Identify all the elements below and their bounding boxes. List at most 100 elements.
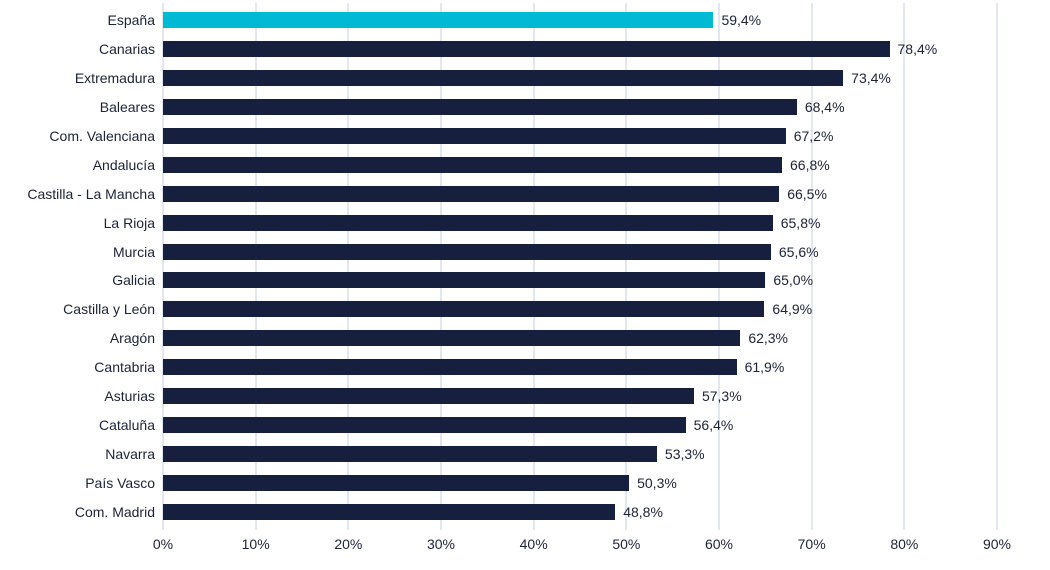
- x-axis-tick-label: 10%: [241, 536, 270, 552]
- value-label: 48,8%: [623, 503, 663, 520]
- bar-track: 59,4%: [163, 12, 997, 29]
- bar-track: 53,3%: [163, 445, 997, 462]
- bar-row: Canarias 78,4%: [0, 35, 1050, 64]
- gridline: [440, 3, 442, 530]
- bar-track: 68,4%: [163, 99, 997, 116]
- x-axis: 0% 10% 20% 30% 40% 50% 60% 70% 80% 90%: [153, 536, 1011, 556]
- highlight-bar: [163, 12, 714, 29]
- category-label: Castilla - La Mancha: [27, 185, 155, 202]
- bar: [163, 474, 630, 491]
- value-label: 66,8%: [790, 156, 830, 173]
- bar-row: Com. Madrid 48,8%: [0, 497, 1050, 526]
- bar: [163, 301, 765, 318]
- value-label: 73,4%: [851, 70, 891, 87]
- gridline: [162, 3, 164, 530]
- value-label: 50,3%: [637, 474, 677, 491]
- value-label: 56,4%: [693, 416, 734, 433]
- bar-row: España 59,4%: [0, 6, 1050, 35]
- bar: [163, 41, 890, 58]
- bar-track: 48,8%: [163, 503, 997, 520]
- bars-container: España 59,4% Canarias 78,4% Extremadura 73,4%…: [0, 6, 1050, 526]
- value-label: 65,6%: [778, 243, 819, 260]
- bar-track: 65,0%: [163, 272, 997, 289]
- bar-row: Navarra 53,3%: [0, 439, 1050, 468]
- value-label: 68,4%: [804, 99, 845, 116]
- bar-track: 73,4%: [163, 70, 997, 87]
- bar-track: 62,3%: [163, 330, 997, 347]
- x-axis-tick-label: 40%: [519, 536, 548, 552]
- category-label: Com. Madrid: [74, 503, 155, 520]
- category-label: País Vasco: [85, 474, 155, 491]
- category-label: Murcia: [112, 243, 155, 260]
- plot-area: [162, 3, 998, 530]
- bar: [163, 359, 737, 376]
- bar-track: 57,3%: [163, 388, 997, 405]
- bar-track: 61,9%: [163, 359, 997, 376]
- bar: [163, 128, 786, 144]
- bar-track: 66,5%: [163, 185, 997, 202]
- gridline: [811, 3, 813, 530]
- category-label: Galicia: [112, 272, 155, 289]
- category-label: La Rioja: [103, 214, 155, 231]
- gridline: [903, 3, 905, 530]
- x-axis-tick-label: 50%: [612, 536, 641, 552]
- category-label: Aragón: [109, 330, 155, 347]
- value-label: 65,0%: [773, 272, 814, 289]
- bar-row: Com. Valenciana 67,2%: [0, 122, 1050, 151]
- category-label: Navarra: [105, 445, 155, 462]
- x-axis-tick-label: 90%: [982, 536, 1012, 552]
- x-axis-tick-label: 80%: [890, 536, 919, 552]
- category-label: Extremadura: [74, 70, 155, 87]
- bar: [163, 214, 773, 231]
- bar-row: Cataluña 56,4%: [0, 410, 1050, 439]
- category-label: España: [107, 12, 155, 29]
- bar-row: Extremadura 73,4%: [0, 64, 1050, 93]
- value-label: 64,9%: [772, 301, 813, 318]
- bar: [163, 70, 844, 87]
- value-label: 57,3%: [701, 388, 742, 405]
- bar-row: La Rioja 65,8%: [0, 208, 1050, 237]
- bar-row: Andalucía 66,8%: [0, 150, 1050, 179]
- bar: [163, 503, 616, 520]
- bar: [163, 243, 771, 260]
- value-label: 62,3%: [748, 330, 789, 347]
- gridline: [718, 3, 720, 530]
- bar-row: Cantabria 61,9%: [0, 353, 1050, 382]
- value-label: 67,2%: [793, 128, 834, 144]
- x-axis-tick-label: 60%: [704, 536, 733, 552]
- bar-row: Galicia 65,0%: [0, 266, 1050, 295]
- x-axis-tick-label: 0%: [152, 536, 174, 552]
- value-label: 65,8%: [780, 214, 821, 231]
- category-label: Baleares: [99, 99, 155, 116]
- value-label: 53,3%: [664, 445, 705, 462]
- value-label: 59,4%: [721, 12, 762, 29]
- gridline: [347, 3, 349, 530]
- bar-row: Castilla - La Mancha 66,5%: [0, 179, 1050, 208]
- gridline: [996, 3, 998, 530]
- bar: [163, 99, 797, 116]
- bar: [163, 185, 780, 202]
- bar-track: 66,8%: [163, 156, 997, 173]
- bar: [163, 445, 657, 462]
- bar-row: Murcia 65,6%: [0, 237, 1050, 266]
- bar-track: 56,4%: [163, 416, 997, 433]
- value-label: 61,9%: [744, 359, 785, 376]
- x-axis-tick-label: 20%: [334, 536, 363, 552]
- category-label: Canarias: [98, 41, 155, 58]
- category-label: Com. Valenciana: [49, 128, 155, 144]
- bar: [163, 388, 694, 405]
- bar-row: País Vasco 50,3%: [0, 468, 1050, 497]
- category-label: Andalucía: [92, 156, 155, 173]
- bar-row: Baleares 68,4%: [0, 93, 1050, 122]
- gridline: [625, 3, 627, 530]
- bar-row: Aragón 62,3%: [0, 324, 1050, 353]
- gridline: [255, 3, 257, 530]
- bar: [163, 330, 741, 347]
- bar: [163, 156, 782, 173]
- bar: [163, 416, 686, 433]
- category-label: Cantabria: [94, 359, 155, 376]
- bar-track: 64,9%: [163, 301, 997, 318]
- value-label: 66,5%: [787, 185, 827, 202]
- category-label: Cataluña: [98, 416, 155, 433]
